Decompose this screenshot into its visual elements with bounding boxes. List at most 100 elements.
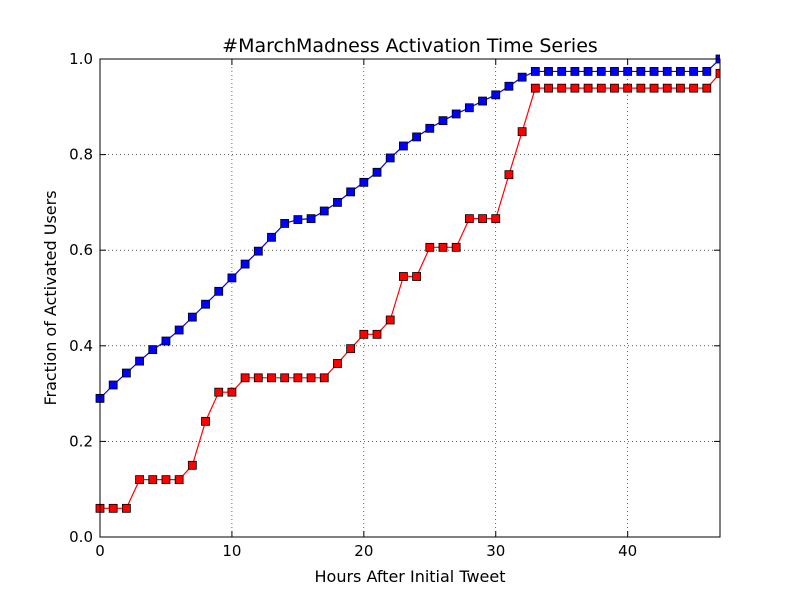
data-point (253, 373, 263, 383)
series-layer (95, 54, 720, 513)
data-point (319, 373, 329, 383)
data-point (676, 83, 685, 93)
data-point (201, 416, 210, 426)
data-point (649, 83, 659, 93)
y-tick-label: 0.6 (69, 241, 93, 259)
data-point (385, 153, 395, 163)
data-point (425, 123, 435, 133)
data-point (227, 387, 237, 397)
data-point (451, 242, 461, 252)
data-point (319, 206, 329, 216)
data-point (346, 187, 356, 197)
x-tick-label: 0 (95, 542, 105, 560)
data-point (174, 325, 184, 335)
y-tick-label: 0.0 (69, 528, 93, 546)
data-point (280, 373, 290, 383)
data-point (583, 67, 593, 76)
data-point (280, 219, 290, 228)
data-point (359, 177, 369, 187)
plot-frame (99, 58, 721, 538)
data-point (464, 214, 474, 224)
data-point (451, 109, 461, 119)
chart-title: #MarchMadness Activation Time Series (222, 35, 598, 57)
data-point (333, 197, 342, 207)
data-point (676, 67, 685, 76)
data-point (148, 345, 158, 355)
y-tick-label: 0.4 (69, 337, 93, 355)
data-point (135, 356, 144, 366)
data-point (161, 336, 171, 346)
data-point (253, 246, 263, 256)
data-point (544, 83, 553, 93)
data-point (491, 214, 501, 224)
data-point (399, 272, 408, 281)
data-point (689, 83, 699, 93)
data-point (636, 67, 646, 76)
data-point (201, 299, 210, 309)
x-tick-label: 40 (618, 542, 637, 560)
data-point (649, 67, 659, 76)
tick-layer: 0 10 20 30 40 0.0 0.2 0.4 0.6 0.8 1.0 (69, 50, 720, 560)
y-axis-label: Fraction of Activated Users (41, 190, 60, 405)
data-point (227, 273, 237, 283)
data-point (187, 460, 197, 470)
data-point (293, 215, 303, 225)
data-point (187, 312, 197, 322)
data-point (161, 475, 171, 485)
grid-layer (100, 59, 720, 537)
series-line (99, 58, 720, 399)
data-point (385, 315, 395, 325)
data-point (517, 72, 527, 82)
data-point (372, 167, 382, 177)
x-tick-label: 20 (354, 542, 373, 560)
data-point (610, 83, 619, 93)
data-point (148, 475, 158, 485)
data-point (108, 503, 118, 513)
data-point (438, 242, 448, 252)
data-point (267, 232, 276, 242)
data-point (504, 170, 514, 180)
series-1 (95, 68, 720, 513)
data-point (530, 83, 540, 93)
data-point (530, 67, 540, 76)
data-point (623, 83, 633, 93)
data-point (702, 83, 712, 93)
data-point (121, 368, 131, 378)
data-point (662, 67, 672, 76)
series-line (100, 72, 720, 509)
data-point (214, 286, 224, 296)
data-point (504, 81, 514, 91)
data-point (293, 373, 303, 383)
data-point (174, 475, 184, 485)
data-point (596, 83, 606, 93)
data-point (570, 67, 580, 76)
data-point (412, 132, 421, 142)
x-tick-label: 10 (222, 542, 241, 560)
data-point (517, 127, 527, 137)
data-point (570, 83, 580, 93)
data-point (623, 67, 633, 76)
data-point (412, 272, 421, 281)
y-tick-label: 1.0 (69, 50, 93, 68)
data-point (333, 359, 342, 368)
data-point (346, 344, 356, 354)
data-point (240, 373, 250, 383)
data-point (267, 373, 276, 383)
data-point (306, 373, 316, 383)
data-point (689, 67, 699, 76)
data-point (544, 67, 553, 76)
series-0 (95, 54, 720, 403)
data-point (425, 242, 435, 252)
y-tick-label: 0.2 (69, 432, 93, 450)
data-point (214, 387, 224, 397)
x-axis-label: Hours After Initial Tweet (315, 567, 506, 586)
data-point (438, 116, 448, 126)
data-point (491, 90, 501, 100)
data-point (702, 67, 712, 76)
data-point (596, 67, 606, 76)
data-point (240, 259, 250, 269)
data-point (135, 475, 144, 485)
data-point (306, 214, 316, 224)
data-point (478, 96, 487, 106)
